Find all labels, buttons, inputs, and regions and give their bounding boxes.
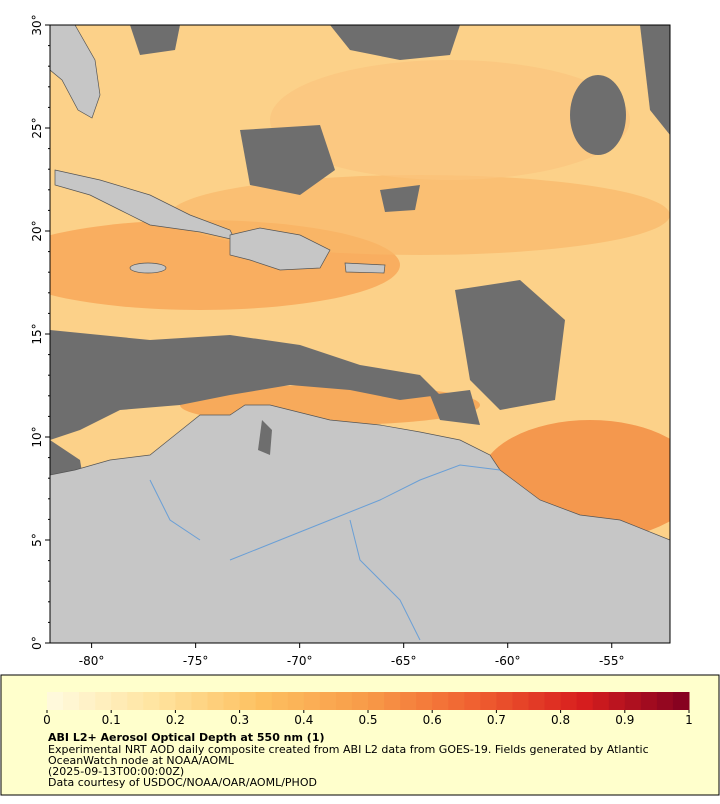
x-tick-label: -60° xyxy=(495,654,521,668)
colorbar-segment xyxy=(319,692,337,710)
colorbar-segment xyxy=(79,692,96,710)
colorbar-segment xyxy=(672,692,690,710)
colorbar-segment xyxy=(400,692,417,710)
colorbar-segment xyxy=(640,692,658,710)
colorbar-tick-label: 0 xyxy=(43,713,51,727)
x-tick-label: -65° xyxy=(391,654,417,668)
colorbar-segment xyxy=(512,692,529,710)
colorbar-segment xyxy=(127,692,144,710)
y-tick-label: 20° xyxy=(30,220,44,241)
colorbar-tick-label: 0.3 xyxy=(230,713,249,727)
colorbar-segment xyxy=(239,692,257,710)
rivers xyxy=(149,464,501,641)
colorbar-segment xyxy=(448,692,465,710)
caption-title: ABI L2+ Aerosol Optical Depth at 550 nm … xyxy=(48,731,325,744)
map-image xyxy=(50,25,670,643)
colorbar-segment xyxy=(432,692,449,710)
colorbar-segment xyxy=(624,692,642,710)
colorbar-segment xyxy=(207,692,225,710)
colorbar-segment xyxy=(271,692,289,710)
caption-line: Data courtesy of USDOC/NOAA/OAR/AOML/PHO… xyxy=(48,776,317,789)
colorbar-segment xyxy=(464,692,481,710)
colorbar-segment xyxy=(223,692,241,710)
colorbar-tick-label: 0.4 xyxy=(294,713,313,727)
colorbar-tick-label: 1 xyxy=(685,713,693,727)
caption-line: Experimental NRT AOD daily composite cre… xyxy=(48,743,649,756)
colorbar-segment xyxy=(159,692,176,710)
x-tick-label: -70° xyxy=(287,654,313,668)
colorbar-segment xyxy=(480,692,497,710)
colorbar-segment xyxy=(656,692,674,710)
y-tick-label: 25° xyxy=(30,117,44,138)
x-tick-label: -55° xyxy=(599,654,625,668)
y-tick-label: 30° xyxy=(30,14,44,35)
colorbar-segment xyxy=(416,692,433,710)
colorbar-tick-label: 0.5 xyxy=(358,713,377,727)
colorbar-segment xyxy=(287,692,305,710)
colorbar-segment xyxy=(544,692,562,710)
colorbar-segment xyxy=(576,692,594,710)
colorbar-segment xyxy=(143,692,160,710)
colorbar-segment xyxy=(351,692,369,710)
colorbar-segment xyxy=(335,692,353,710)
colorbar-segment xyxy=(608,692,626,710)
colorbar-tick-label: 0.6 xyxy=(423,713,442,727)
y-tick-label: 5° xyxy=(30,533,44,547)
colorbar-tick-label: 0.9 xyxy=(615,713,634,727)
lake xyxy=(258,420,272,455)
colorbar-segment xyxy=(592,692,610,710)
colorbar-segment xyxy=(255,692,273,710)
x-tick-label: -75° xyxy=(183,654,209,668)
colorbar-tick-label: 0.8 xyxy=(551,713,570,727)
colorbar-segment xyxy=(111,692,128,710)
caption-line: OceanWatch node at NOAA/AOML xyxy=(48,754,235,767)
colorbar-segment xyxy=(191,692,208,710)
y-tick-label: 10° xyxy=(30,426,44,447)
x-tick-label: -80° xyxy=(79,654,105,668)
colorbar-segment xyxy=(175,692,192,710)
colorbar-segment xyxy=(368,692,385,710)
colorbar-segment xyxy=(303,692,321,710)
caption-line: (2025-09-13T00:00:00Z) xyxy=(48,765,184,778)
colorbar-segment xyxy=(560,692,578,710)
colorbar-segment xyxy=(496,692,513,710)
colorbar-segment xyxy=(63,692,80,710)
land xyxy=(50,25,670,643)
y-tick-label: 0° xyxy=(30,636,44,650)
y-tick-label: 15° xyxy=(30,323,44,344)
colorbar-segment xyxy=(384,692,401,710)
colorbar-tick-label: 0.1 xyxy=(102,713,121,727)
colorbar-segment xyxy=(47,692,64,710)
colorbar-segment xyxy=(528,692,546,710)
colorbar-tick-label: 0.2 xyxy=(166,713,185,727)
colorbar-segment xyxy=(95,692,112,710)
colorbar-tick-label: 0.7 xyxy=(487,713,506,727)
